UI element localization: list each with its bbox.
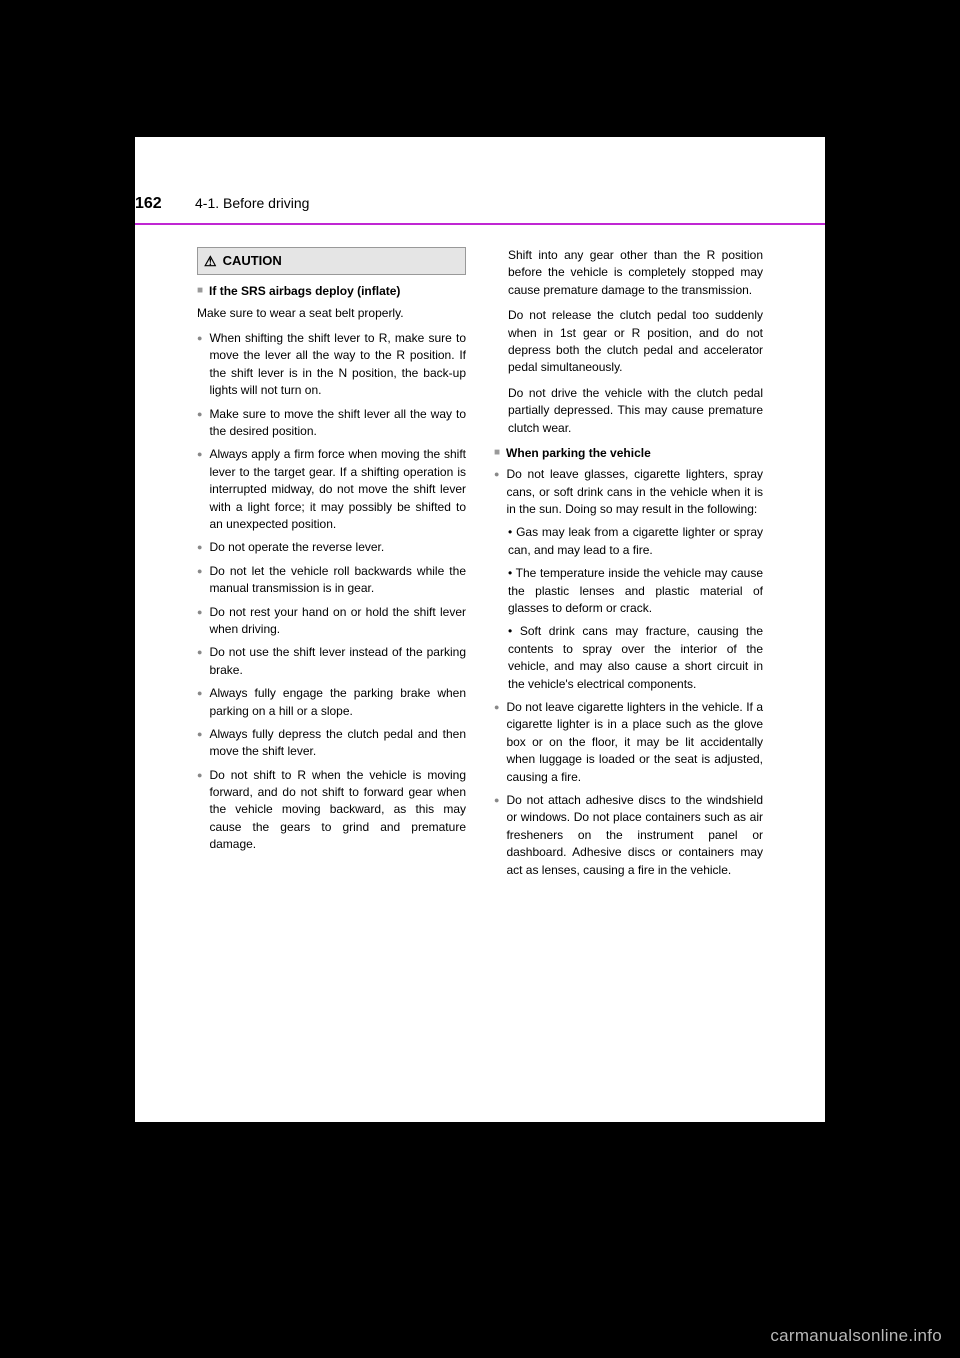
page-number: 162 xyxy=(135,195,162,213)
bullet-text: Always fully depress the clutch pedal an… xyxy=(209,726,466,761)
section-title-text: If the SRS airbags deploy (inflate) xyxy=(209,283,400,300)
chapter-header: 4-1. Before driving xyxy=(195,195,309,211)
list-item: Always fully engage the parking brake wh… xyxy=(197,685,466,720)
bullet-text: Do not leave glasses, cigarette lighters… xyxy=(506,466,763,518)
bullet-text: Make sure to move the shift lever all th… xyxy=(209,406,466,441)
list-item: When shifting the shift lever to R, make… xyxy=(197,330,466,400)
list-item: Do not operate the reverse lever. xyxy=(197,539,466,556)
sub-item: • Soft drink cans may fracture, causing … xyxy=(508,623,763,693)
bullet-text: When shifting the shift lever to R, make… xyxy=(209,330,466,400)
list-item: Do not shift to R when the vehicle is mo… xyxy=(197,767,466,854)
list-item: Do not rest your hand on or hold the shi… xyxy=(197,604,466,639)
sub-list: • Gas may leak from a cigarette lighter … xyxy=(494,524,763,693)
list-item: Do not leave glasses, cigarette lighters… xyxy=(494,466,763,518)
bullet-text: Do not let the vehicle roll backwards wh… xyxy=(209,563,466,598)
sub-item-text: Soft drink cans may fracture, causing th… xyxy=(508,624,763,690)
list-item: Make sure to move the shift lever all th… xyxy=(197,406,466,441)
section-title-left: If the SRS airbags deploy (inflate) xyxy=(197,283,466,300)
bullet-text: Do not use the shift lever instead of th… xyxy=(209,644,466,679)
bullet-text: Always fully engage the parking brake wh… xyxy=(209,685,466,720)
bullet-text: Do not attach adhesive discs to the wind… xyxy=(506,792,763,879)
sub-item: • Gas may leak from a cigarette lighter … xyxy=(508,524,763,559)
list-item: Do not attach adhesive discs to the wind… xyxy=(494,792,763,879)
section-title-right: When parking the vehicle xyxy=(494,445,763,462)
content-area: CAUTION If the SRS airbags deploy (infla… xyxy=(197,247,763,885)
sub-item-text: Gas may leak from a cigarette lighter or… xyxy=(508,525,763,556)
list-item: Do not leave cigarette lighters in the v… xyxy=(494,699,763,786)
section-title-text: When parking the vehicle xyxy=(506,445,651,462)
paragraph: Shift into any gear other than the R pos… xyxy=(494,247,763,299)
right-column: Shift into any gear other than the R pos… xyxy=(494,247,763,885)
paragraph: Do not release the clutch pedal too sudd… xyxy=(494,307,763,377)
caution-text: CAUTION xyxy=(223,252,282,271)
list-item: Do not let the vehicle roll backwards wh… xyxy=(197,563,466,598)
bullet-text: Do not rest your hand on or hold the shi… xyxy=(209,604,466,639)
list-item: Always fully depress the clutch pedal an… xyxy=(197,726,466,761)
header-divider xyxy=(135,223,825,225)
paragraph: Do not drive the vehicle with the clutch… xyxy=(494,385,763,437)
bullet-text: Do not operate the reverse lever. xyxy=(209,539,466,556)
page-container: 162 4-1. Before driving CAUTION If the S… xyxy=(135,137,825,1122)
intro-paragraph: Make sure to wear a seat belt properly. xyxy=(197,305,466,322)
bullet-text: Do not leave cigarette lighters in the v… xyxy=(506,699,763,786)
sub-item-text: The temperature inside the vehicle may c… xyxy=(508,566,763,615)
sub-item: • The temperature inside the vehicle may… xyxy=(508,565,763,617)
bullet-text: Do not shift to R when the vehicle is mo… xyxy=(209,767,466,854)
list-item: Always apply a firm force when moving th… xyxy=(197,446,466,533)
left-column: CAUTION If the SRS airbags deploy (infla… xyxy=(197,247,466,885)
bullet-text: Always apply a firm force when moving th… xyxy=(209,446,466,533)
watermark: carmanualsonline.info xyxy=(770,1326,942,1346)
list-item: Do not use the shift lever instead of th… xyxy=(197,644,466,679)
caution-label: CAUTION xyxy=(197,247,466,275)
